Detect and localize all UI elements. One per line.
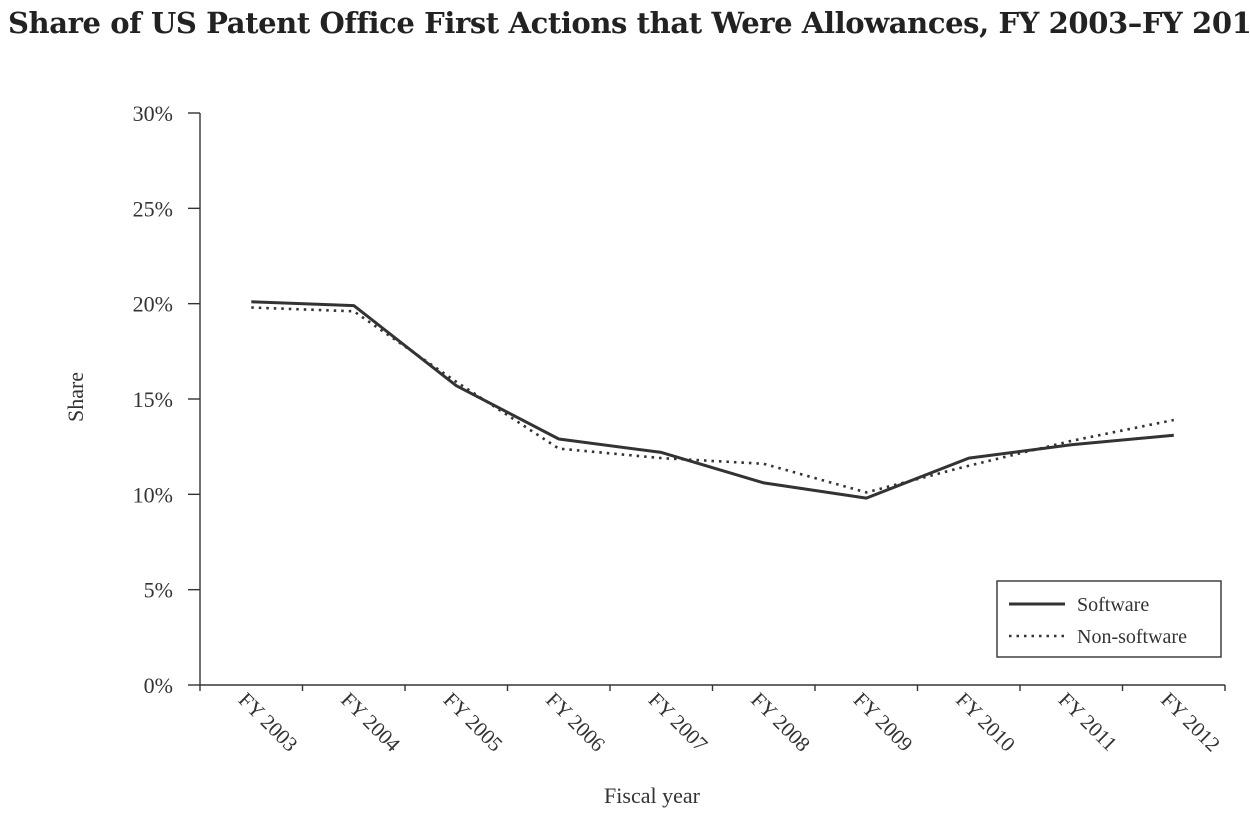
x-axis: FY 2003 FY 2004 FY 2005 FY 2006 FY 2007 FY 20… (200, 685, 1225, 757)
y-axis: 0% 5% 10% 15% 20% 25% 30% (133, 101, 200, 698)
x-tick-label: FY 2003 (234, 688, 303, 757)
x-tick-label: FY 2010 (951, 688, 1020, 757)
x-tick-label: FY 2011 (1054, 688, 1122, 756)
legend-label: Non-software (1077, 626, 1187, 648)
legend-label: Software (1077, 594, 1149, 616)
y-tick-label: 30% (133, 101, 173, 126)
y-tick-label: 5% (144, 578, 173, 603)
x-tick-label: FY 2004 (336, 688, 405, 757)
x-tick-label: FY 2009 (849, 688, 918, 757)
x-tick-label: FY 2008 (746, 688, 815, 757)
y-tick-label: 25% (133, 196, 173, 221)
x-tick-label: FY 2007 (644, 688, 713, 757)
legend: Software Non-software (997, 581, 1221, 657)
y-tick-label: 15% (133, 387, 173, 412)
x-tick-label: FY 2006 (541, 688, 610, 757)
x-axis-label: Fiscal year (604, 783, 701, 808)
y-axis-label: Share (63, 372, 88, 422)
x-tick-label: FY 2005 (439, 688, 508, 757)
x-tick-label: FY 2012 (1156, 688, 1225, 757)
series-layer (251, 302, 1174, 498)
y-tick-label: 10% (133, 482, 173, 507)
y-tick-label: 20% (133, 292, 173, 317)
y-tick-label: 0% (144, 673, 173, 698)
series-line-software (251, 302, 1174, 498)
